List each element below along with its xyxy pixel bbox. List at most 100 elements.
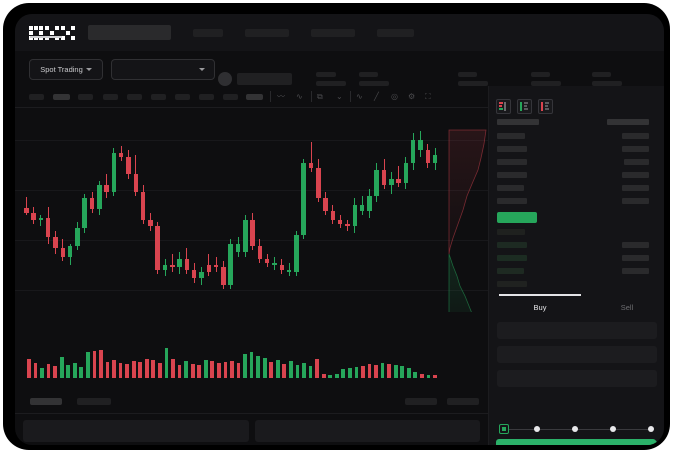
price-field[interactable]: [497, 346, 657, 363]
bottom-panel-2[interactable]: [254, 420, 480, 442]
timeframe-1m[interactable]: [29, 94, 44, 100]
timeframe-1w[interactable]: [199, 94, 214, 100]
percent-slider-stop-50[interactable]: [572, 426, 578, 432]
orderbook[interactable]: [489, 119, 664, 289]
bottom-action-1[interactable]: [405, 398, 437, 405]
orderbook-bid-row[interactable]: [497, 229, 525, 235]
candle-body: [243, 219, 248, 253]
orderbook-last-price-highlight[interactable]: [497, 212, 537, 223]
percent-slider-stop-75[interactable]: [610, 426, 616, 432]
snapshot-icon[interactable]: ◎: [391, 92, 398, 101]
percent-slider[interactable]: [499, 424, 656, 434]
order-type-field[interactable]: [497, 322, 657, 339]
stat-last-price: [316, 72, 346, 86]
orderbook-bid-row[interactable]: [497, 281, 527, 287]
orderbook-ask-row[interactable]: [497, 159, 527, 165]
compare-icon[interactable]: ⧉: [317, 92, 323, 101]
trading-pair-selector[interactable]: [111, 59, 215, 80]
candle-body: [89, 198, 95, 209]
orderbook-bid-row[interactable]: [497, 268, 524, 274]
candle-body: [133, 174, 139, 192]
submit-buy-button-sticky[interactable]: [496, 439, 656, 445]
market-sub-toolbar: Spot Trading: [15, 51, 664, 86]
volume-bar: [197, 365, 202, 378]
candle-wick: [171, 254, 173, 272]
candlestick-chart[interactable]: [15, 108, 488, 312]
orderbook-ask-row[interactable]: [497, 198, 527, 204]
candle-body: [97, 185, 102, 209]
candle-body: [111, 152, 117, 192]
okx-logo-icon[interactable]: [29, 25, 75, 40]
orderbook-bid-row[interactable]: [497, 242, 527, 248]
orderbook-bid-row[interactable]: [497, 255, 527, 261]
percent-slider-handle[interactable]: [499, 424, 509, 434]
percent-slider-track: [503, 428, 653, 430]
market-type-selector[interactable]: Spot Trading: [29, 59, 103, 80]
volume-bar: [393, 365, 398, 378]
volume-bar: [40, 368, 44, 378]
orderbook-mode-asks[interactable]: [538, 99, 553, 114]
volume-bar: [138, 361, 143, 378]
drawing-icon[interactable]: ∿: [356, 92, 363, 101]
percent-slider-stop-100[interactable]: [648, 426, 654, 432]
candle-body: [381, 169, 387, 186]
tab-buy[interactable]: Buy: [533, 303, 547, 312]
indicator-icon[interactable]: 〰: [277, 92, 285, 101]
candle-body: [410, 139, 416, 164]
search-input[interactable]: [88, 25, 171, 40]
bottom-action-2[interactable]: [447, 398, 479, 405]
orderbook-bid-size: [622, 242, 649, 248]
candle-body: [24, 207, 29, 214]
nav-item-2[interactable]: [245, 28, 289, 37]
amount-field[interactable]: [497, 370, 657, 387]
timeframe-4h[interactable]: [151, 94, 166, 100]
bottom-tab-order-history[interactable]: [77, 398, 111, 405]
candle-body: [45, 217, 51, 238]
volume-bar: [380, 363, 385, 378]
orderbook-mode-both[interactable]: [496, 99, 511, 114]
orderbook-ask-size: [622, 133, 649, 139]
candle-body: [206, 265, 212, 272]
candle-body: [191, 269, 197, 279]
volume-bar: [328, 374, 333, 378]
bottom-tab-open-orders[interactable]: [30, 398, 62, 405]
candle-body: [104, 185, 109, 192]
orderbook-mode-bids[interactable]: [517, 99, 532, 114]
timeframe-1h[interactable]: [127, 94, 142, 100]
candle-body: [389, 178, 394, 186]
volume-bar: [315, 358, 319, 378]
trend-line-icon[interactable]: ╱: [374, 92, 379, 101]
volume-bar: [105, 361, 110, 378]
timeframe-15m[interactable]: [78, 94, 93, 100]
timeframe-5m[interactable]: [53, 94, 70, 100]
volume-bar: [112, 359, 116, 378]
nav-item-1[interactable]: [193, 28, 223, 37]
stat-24h-high: [458, 72, 488, 86]
line-tool-icon[interactable]: ∿: [296, 92, 303, 101]
tab-sell[interactable]: Sell: [620, 303, 634, 312]
timeframe-more[interactable]: [246, 94, 263, 100]
candle-wick: [288, 263, 290, 277]
chart-type-icon[interactable]: ⌄: [336, 92, 343, 101]
volume-bar: [400, 366, 405, 378]
orderbook-ask-row[interactable]: [497, 146, 527, 152]
orderbook-ask-row[interactable]: [497, 185, 524, 191]
orderbook-ask-row[interactable]: [497, 172, 527, 178]
volume-bar: [374, 365, 378, 378]
percent-slider-stop-25[interactable]: [534, 426, 540, 432]
orderbook-ask-row[interactable]: [497, 133, 525, 139]
volume-bar: [190, 364, 195, 378]
timeframe-1d[interactable]: [175, 94, 190, 100]
bottom-panel-1[interactable]: [23, 420, 249, 442]
stat-24h-low: [531, 72, 561, 86]
volume-bar: [361, 366, 365, 378]
stat-value: [531, 81, 561, 86]
chart-settings-icon[interactable]: ⚙: [408, 92, 416, 101]
nav-item-3[interactable]: [311, 28, 355, 37]
timeframe-30m[interactable]: [103, 94, 118, 100]
fullscreen-icon[interactable]: ⛶: [425, 92, 431, 101]
nav-item-4[interactable]: [377, 28, 414, 37]
volume-bar: [144, 358, 149, 378]
timeframe-1mo[interactable]: [223, 94, 238, 100]
